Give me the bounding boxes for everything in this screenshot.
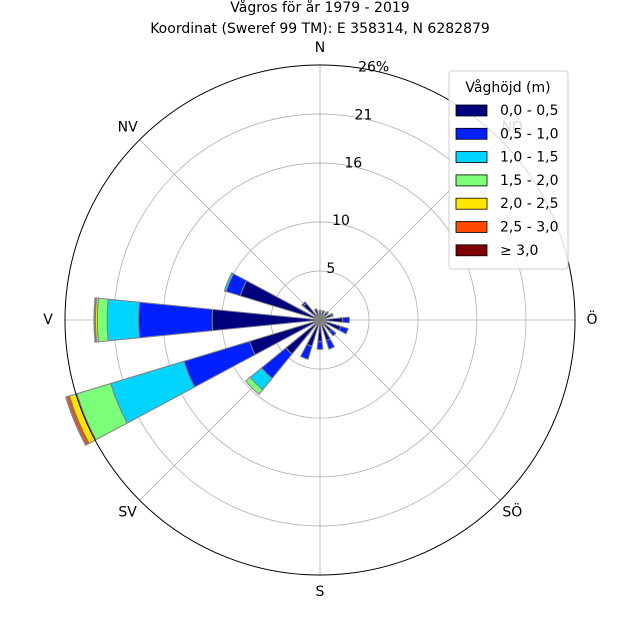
grid-spoke [319, 319, 501, 501]
wind-rose-bars [65, 272, 350, 446]
legend-box [448, 70, 569, 270]
bar-segment [301, 301, 308, 308]
legend-swatch [455, 221, 488, 233]
radial-tick-label: 10 [332, 213, 350, 229]
bar-segment [313, 308, 318, 312]
bar-segment [329, 312, 334, 318]
bar-segment [106, 298, 140, 342]
legend-swatch [455, 127, 488, 140]
legend-swatch [455, 174, 488, 187]
legend: Våghöjd (m) 0,0 - 0,5 0,5 - 1,0 1,0 - 1,5 1… [448, 70, 569, 270]
bar-segment [328, 328, 337, 337]
legend-swatch [455, 197, 488, 210]
legend-label: 2,5 - 3,0 [500, 220, 558, 236]
direction-label: S [316, 584, 325, 600]
bar-segment [244, 376, 264, 396]
bar-segment [321, 309, 326, 313]
bar-segment [338, 325, 349, 335]
bar-segment [325, 338, 336, 350]
bar-segment [341, 316, 350, 324]
direction-label: N [315, 40, 325, 56]
direction-label: V [43, 312, 53, 328]
legend-entries: 0,0 - 0,5 0,5 - 1,0 1,0 - 1,5 1,5 - 2,0 2,0 … [455, 103, 558, 259]
legend-swatch [455, 244, 488, 257]
outer-frame [64, 64, 576, 576]
chart-subtitle: Koordinat (Sweref 99 TM): E 358314, N 62… [150, 21, 490, 37]
chart-title: Vågros för år 1979 - 2019 [230, 0, 409, 16]
bar-segment [223, 272, 235, 293]
legend-label: 1,0 - 1,5 [500, 150, 558, 166]
bar-segment [138, 301, 214, 339]
bar-segment [183, 340, 256, 388]
radial-tick-label: 21 [355, 108, 373, 124]
bar-segment [110, 360, 196, 424]
direction-label: SV [118, 504, 137, 520]
legend-label: 2,0 - 2,5 [500, 196, 558, 212]
bar-segment [93, 297, 97, 343]
bar-segment [318, 309, 322, 312]
direction-label: SÖ [502, 502, 522, 520]
legend-label: ≥ 3,0 [500, 243, 538, 259]
bar-segment [96, 297, 109, 343]
direction-label: NV [118, 120, 138, 136]
legend-label: 1,5 - 2,0 [500, 173, 558, 189]
radial-tick-label: 5 [326, 261, 335, 277]
bar-segment [316, 340, 324, 350]
radial-tick-labels: 5 10 16 21 26% [326, 60, 389, 277]
legend-swatch [455, 151, 488, 164]
legend-label: 0,0 - 0,5 [500, 103, 558, 119]
legend-label: 0,5 - 1,0 [500, 126, 558, 142]
bar-segment [65, 396, 88, 446]
legend-swatch [455, 104, 488, 117]
direction-label: Ö [586, 310, 597, 328]
legend-title: Våghöjd (m) [465, 79, 550, 96]
radial-tick-label: 16 [344, 156, 362, 172]
radial-tick-label: 26% [358, 60, 389, 76]
grid-spoke [139, 139, 321, 321]
bar-segment [299, 343, 313, 361]
bar-segment [325, 310, 330, 315]
